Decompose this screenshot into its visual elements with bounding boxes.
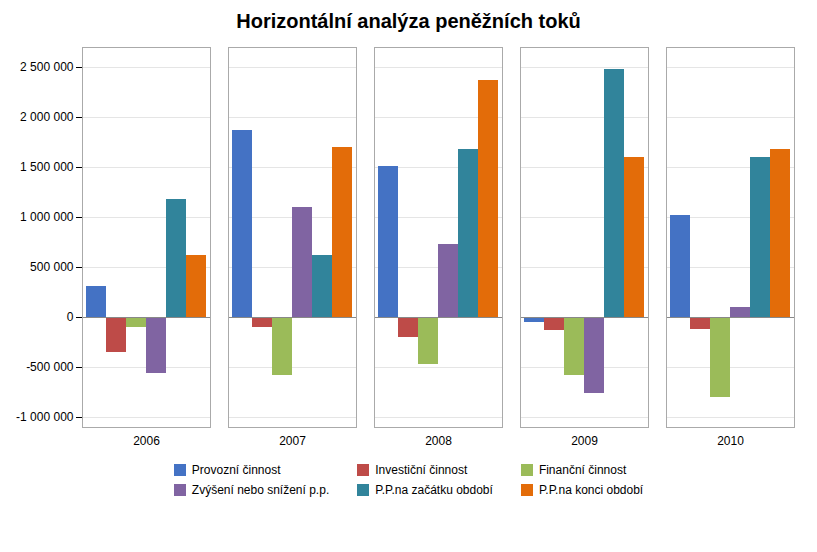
- svg-text:2009: 2009: [571, 434, 598, 448]
- svg-text:1 500 000: 1 500 000: [20, 160, 74, 174]
- svg-text:-500 000: -500 000: [26, 360, 74, 374]
- html-text:Investiční činnost: Investiční činnost: [375, 463, 468, 477]
- html-text:Finanční činnost: Finanční činnost: [538, 463, 627, 477]
- html-text:P.P.na konci období: P.P.na konci období: [538, 483, 644, 497]
- html-text:Provozní činnost: Provozní činnost: [191, 463, 281, 477]
- svg-text:1 000 000: 1 000 000: [20, 210, 74, 224]
- svg-text:500 000: 500 000: [30, 260, 74, 274]
- svg-text:2008: 2008: [425, 434, 452, 448]
- svg-text:0: 0: [67, 310, 74, 324]
- html-text:Zvýšení nebo snížení p.p.: Zvýšení nebo snížení p.p.: [191, 483, 330, 497]
- svg-text:2 000 000: 2 000 000: [20, 110, 74, 124]
- svg-text:2010: 2010: [717, 434, 744, 448]
- svg-text:2007: 2007: [279, 434, 306, 448]
- html-text:P.P.na začátku období: P.P.na začátku období: [375, 483, 493, 497]
- svg-text:-1 000 000: -1 000 000: [16, 410, 74, 424]
- svg-text:2006: 2006: [133, 434, 160, 448]
- svg-text:2 500 000: 2 500 000: [20, 60, 74, 74]
- html-text:Horizontální analýza peněžních: Horizontální analýza peněžních toků: [236, 10, 581, 32]
